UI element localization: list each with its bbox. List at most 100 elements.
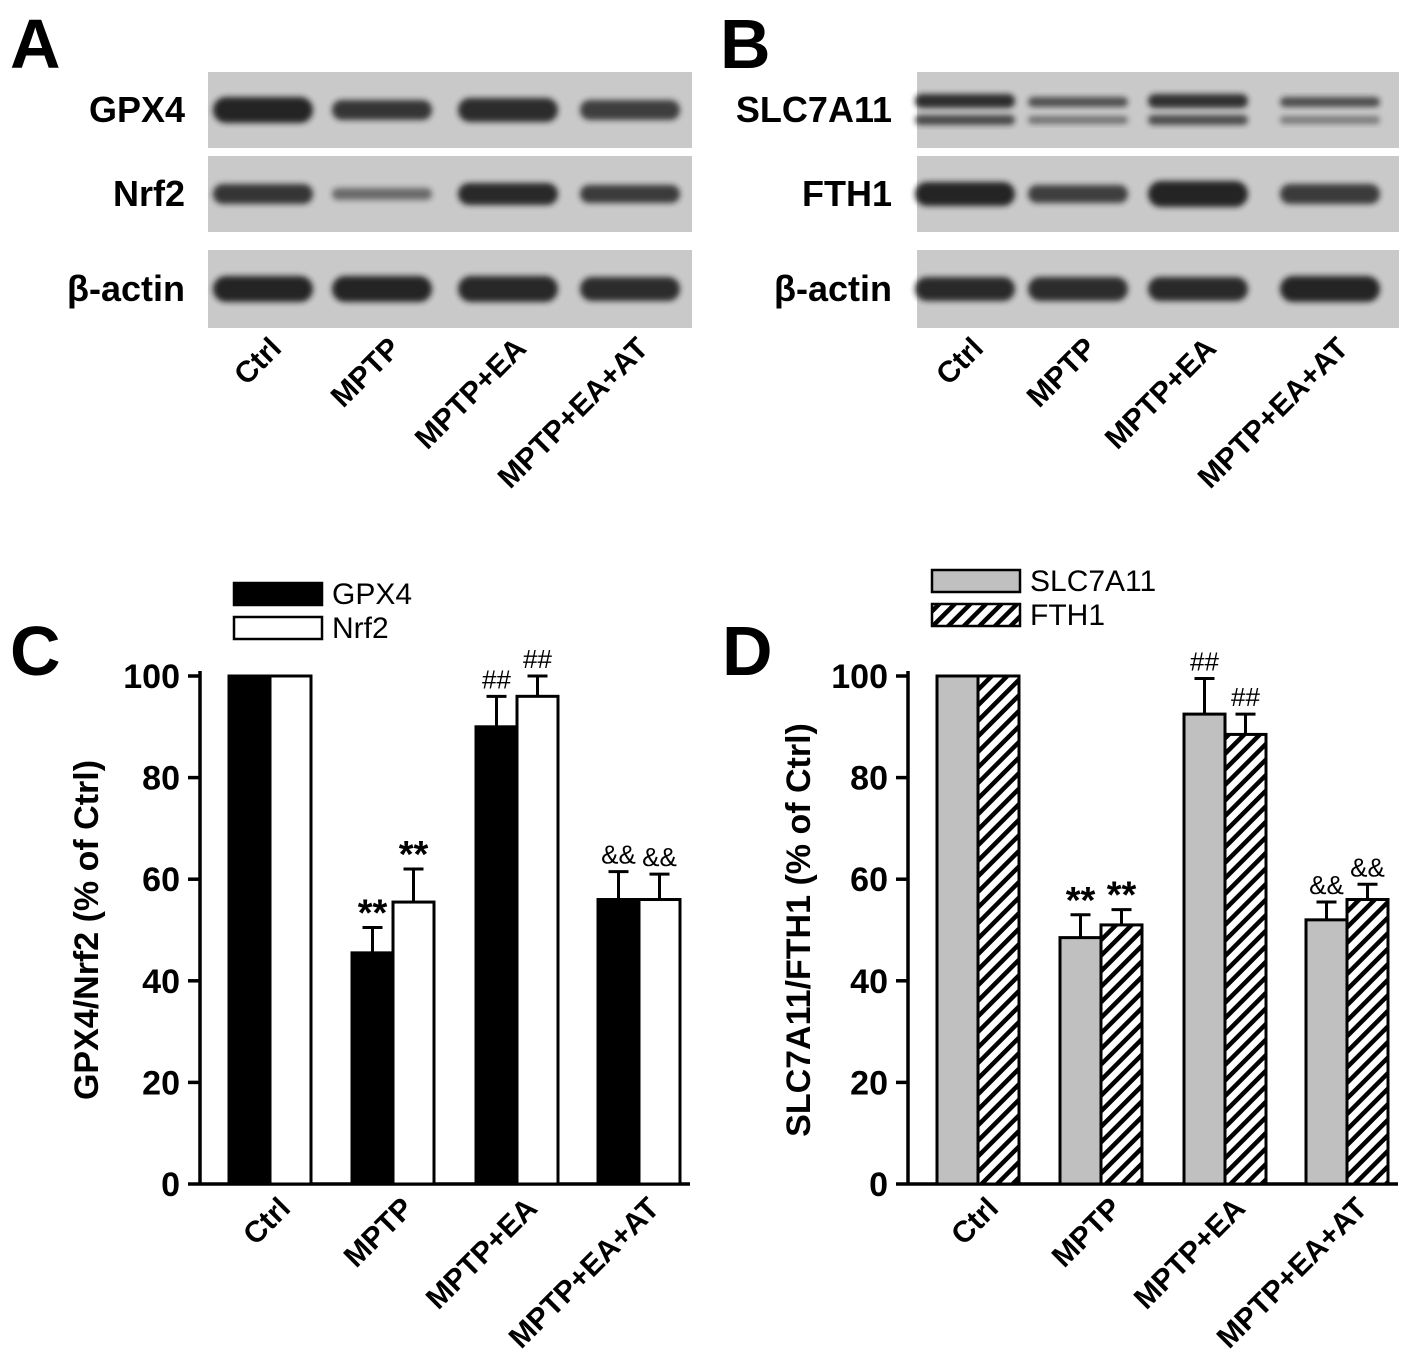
legend-label: GPX4 <box>332 578 412 611</box>
blot-band <box>213 184 313 204</box>
blot-band <box>1148 115 1248 125</box>
blot-band <box>332 188 432 200</box>
blot-band <box>580 100 680 120</box>
legend-swatch <box>930 602 1022 628</box>
blot-band <box>213 276 313 302</box>
bar <box>1223 732 1268 1186</box>
blot-band <box>458 183 558 205</box>
blot-band <box>332 100 432 120</box>
bar <box>596 898 641 1186</box>
blot-row-label: GPX4 <box>89 89 185 130</box>
y-tick-label: 0 <box>161 1166 180 1204</box>
bar <box>976 674 1021 1186</box>
significance-marker: && <box>642 842 677 872</box>
blot-band <box>1028 97 1128 107</box>
y-tick-label: 40 <box>142 963 180 1001</box>
blot-band <box>1028 185 1128 203</box>
blot-row-label: SLC7A11 <box>736 89 892 130</box>
blot-band <box>458 98 558 122</box>
x-tick-label: Ctrl <box>237 1192 297 1252</box>
blot-row-label: β-actin <box>774 268 892 309</box>
blot-row-label: FTH1 <box>802 173 892 214</box>
y-axis-label: GPX4/Nrf2 (% of Ctrl) <box>68 760 106 1100</box>
blot-band <box>580 185 680 203</box>
panel-letter-a: A <box>10 5 61 83</box>
blot-band <box>915 182 1015 206</box>
y-tick-label: 0 <box>869 1166 888 1204</box>
legend-swatch <box>232 615 324 641</box>
blot-lane-label: MPTP <box>325 332 407 414</box>
blot-strip <box>917 72 1399 148</box>
y-tick-label: 80 <box>850 760 888 798</box>
y-tick-label: 60 <box>850 861 888 899</box>
blot-band <box>1148 181 1248 207</box>
blot-band <box>1280 116 1380 124</box>
blot-band <box>915 94 1015 108</box>
y-tick-label: 60 <box>142 861 180 899</box>
blot-band <box>1028 116 1128 124</box>
bar <box>268 674 313 1186</box>
significance-marker: ** <box>1107 875 1137 917</box>
blot-band <box>1280 184 1380 204</box>
y-tick-label: 80 <box>142 760 180 798</box>
blot-lane-label: MPTP+EA <box>409 332 533 456</box>
bar-chart-d: 0 20 40 60 80 100 SLC7A11/FTH1 (% of Ctrl) Ctrl… <box>780 565 1398 1355</box>
significance-marker: && <box>1309 870 1344 900</box>
blot-band <box>915 277 1015 301</box>
bar <box>935 674 980 1186</box>
legend-label: SLC7A11 <box>1030 565 1156 598</box>
significance-marker: ## <box>482 664 511 694</box>
y-tick-label: 100 <box>123 658 180 696</box>
significance-marker: && <box>601 840 636 870</box>
significance-marker: ## <box>1231 682 1260 712</box>
bar <box>227 674 272 1186</box>
blot-band <box>915 115 1015 125</box>
blot-band <box>213 97 313 123</box>
blot-band <box>1028 277 1128 301</box>
y-axis-label: SLC7A11/FTH1 (% of Ctrl) <box>780 723 818 1137</box>
blot-row-label: Nrf2 <box>113 173 185 214</box>
blot-band <box>1280 276 1380 302</box>
significance-marker: ** <box>358 892 388 934</box>
x-tick-label: MPTP+EA <box>1128 1192 1252 1316</box>
x-tick-label: MPTP <box>1046 1192 1128 1274</box>
bar <box>515 694 560 1186</box>
y-tick-label: 20 <box>142 1064 180 1102</box>
legend-swatch <box>930 568 1022 594</box>
significance-marker: ** <box>1066 880 1096 922</box>
bar <box>637 898 682 1186</box>
blot-lane-label: Ctrl <box>228 332 288 392</box>
bar <box>1345 898 1390 1186</box>
blot-band <box>580 277 680 301</box>
x-tick-label: MPTP <box>338 1192 420 1274</box>
bar <box>350 951 395 1186</box>
blot-lane-label: MPTP <box>1021 332 1103 414</box>
blot-lane-label: MPTP+EA <box>1099 332 1223 456</box>
panel-letter-d: D <box>722 612 773 690</box>
blot-lane-label: Ctrl <box>930 332 990 392</box>
y-tick-label: 100 <box>831 658 888 696</box>
legend-label: FTH1 <box>1030 599 1105 632</box>
y-tick-label: 20 <box>850 1064 888 1102</box>
bar <box>1099 923 1144 1186</box>
significance-marker: ## <box>1190 647 1219 677</box>
x-tick-label: Ctrl <box>945 1192 1005 1252</box>
bar <box>1304 918 1349 1186</box>
significance-marker: ## <box>523 644 552 674</box>
bar <box>1182 712 1227 1186</box>
blot-band <box>1148 277 1248 301</box>
x-tick-label: MPTP+EA <box>420 1192 544 1316</box>
blot-band <box>332 276 432 302</box>
significance-marker: ** <box>399 834 429 876</box>
blot-row-label: β-actin <box>67 268 185 309</box>
y-tick-label: 40 <box>850 963 888 1001</box>
panel-letter-b: B <box>720 5 771 83</box>
blot-band <box>1280 97 1380 107</box>
legend-swatch <box>232 581 324 607</box>
legend-label: Nrf2 <box>332 612 389 645</box>
bar <box>474 725 519 1186</box>
blot-band <box>1148 94 1248 108</box>
